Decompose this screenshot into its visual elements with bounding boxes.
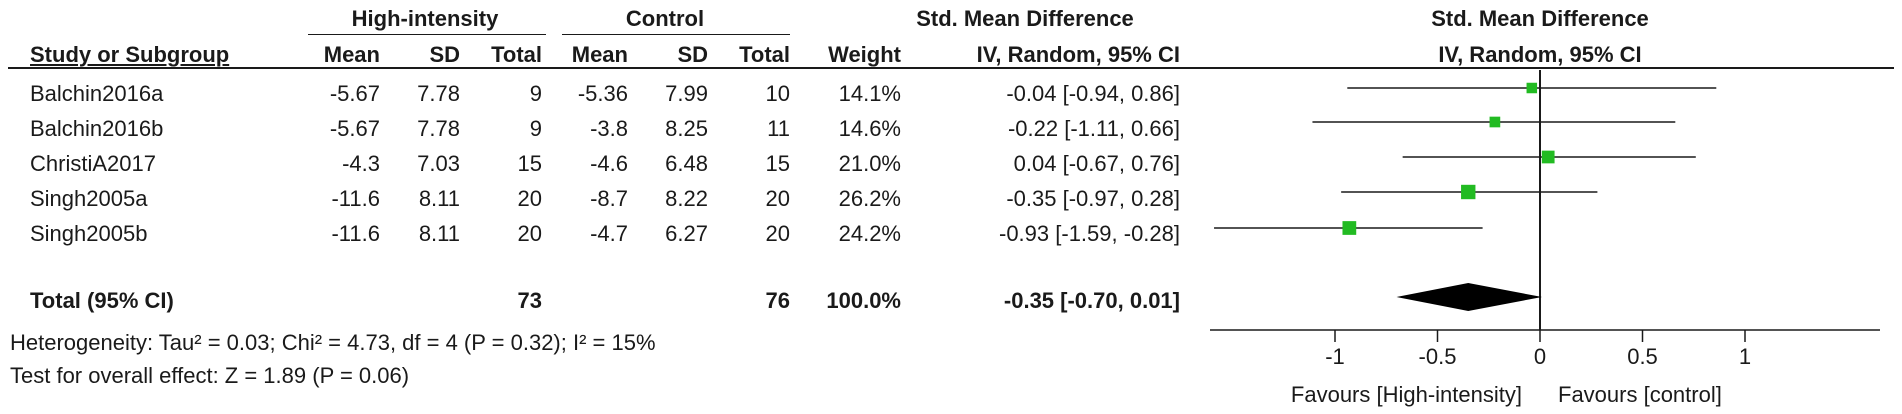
total2-cell: 20 [765, 186, 790, 211]
group1-underline [308, 34, 546, 35]
col-weight: Weight [828, 42, 901, 67]
study-name: Balchin2016a [30, 81, 164, 106]
study-name: Balchin2016b [30, 116, 164, 141]
weight-cell: 14.6% [838, 116, 901, 141]
sd1-cell: 8.11 [418, 221, 460, 246]
col-method: IV, Random, 95% CI [976, 42, 1180, 67]
total2-cell: 10 [765, 81, 790, 106]
col-sd2: SD [677, 42, 708, 67]
favours-left-label: Favours [High-intensity] [1291, 382, 1522, 407]
weight-cell: 26.2% [838, 186, 901, 211]
ci-cell: -0.22 [-1.11, 0.66] [1007, 116, 1180, 141]
favours-right-label: Favours [control] [1558, 382, 1722, 407]
x-tick-label: 0 [1534, 344, 1546, 369]
total1-cell: 20 [517, 221, 542, 246]
study-name: Singh2005b [30, 221, 148, 246]
x-tick-label: 0.5 [1627, 344, 1658, 369]
mean1-cell: -4.3 [342, 151, 380, 176]
total2-cell: 11 [767, 116, 790, 141]
study-marker [1541, 150, 1555, 164]
weight-cell: 24.2% [838, 221, 901, 246]
mean2-cell: -4.7 [590, 221, 628, 246]
ci-cell: -0.35 [-0.97, 0.28] [1006, 186, 1180, 211]
mean1-cell: -5.67 [329, 81, 380, 106]
study-marker [1526, 82, 1538, 94]
sd1-cell: 7.78 [417, 116, 460, 141]
total-ci: -0.35 [-0.70, 0.01] [1003, 288, 1180, 313]
x-tick-label: -0.5 [1419, 344, 1457, 369]
mean1-cell: -5.67 [329, 116, 380, 141]
plot-header: Std. Mean Difference [1431, 6, 1649, 31]
col-mean2: Mean [571, 42, 628, 67]
ci-cell: -0.04 [-0.94, 0.86] [1006, 81, 1180, 106]
header-rule [8, 67, 1894, 69]
weight-cell: 14.1% [838, 81, 901, 106]
total-label: Total (95% CI) [30, 288, 174, 313]
mean2-cell: -5.36 [577, 81, 628, 106]
col-mean1: Mean [323, 42, 380, 67]
mean1-cell: -11.6 [331, 221, 380, 246]
total-weight: 100.0% [826, 288, 901, 313]
sd2-cell: 8.25 [665, 116, 708, 141]
total1-cell: 20 [517, 186, 542, 211]
total2-cell: 20 [765, 221, 790, 246]
x-tick-label: 1 [1739, 344, 1751, 369]
plot-method: IV, Random, 95% CI [1438, 42, 1642, 67]
sd2-cell: 6.27 [665, 221, 708, 246]
sd2-cell: 8.22 [665, 186, 708, 211]
total1-cell: 9 [529, 116, 542, 141]
col-total2: Total [739, 42, 790, 67]
mean2-cell: -4.6 [590, 151, 628, 176]
x-tick-label: -1 [1325, 344, 1345, 369]
total1-cell: 15 [517, 151, 542, 176]
total1-cell: 9 [529, 81, 542, 106]
ci-cell: -0.93 [-1.59, -0.28] [999, 221, 1180, 246]
pooled-diamond [1396, 283, 1543, 311]
sd2-cell: 6.48 [665, 151, 708, 176]
ci-cell: 0.04 [-0.67, 0.76] [1013, 151, 1180, 176]
mean1-cell: -11.6 [331, 186, 380, 211]
sd1-cell: 8.11 [418, 186, 460, 211]
study-marker [1489, 116, 1501, 128]
total2-sum: 76 [765, 288, 790, 313]
study-name: ChristiA2017 [30, 151, 156, 176]
study-marker [1342, 221, 1357, 235]
weight-cell: 21.0% [838, 151, 901, 176]
study-name: Singh2005a [30, 186, 148, 211]
study-marker [1461, 184, 1476, 200]
total2-cell: 15 [765, 151, 790, 176]
group2-header: Control [625, 6, 705, 31]
group1-header: High-intensity [351, 6, 499, 31]
col-study: Study or Subgroup [30, 42, 230, 67]
sd1-cell: 7.78 [417, 81, 460, 106]
group2-underline [562, 34, 790, 35]
sd2-cell: 7.99 [665, 81, 708, 106]
col-total1: Total [491, 42, 542, 67]
mean2-cell: -8.7 [590, 186, 628, 211]
sd1-cell: 7.03 [417, 151, 460, 176]
col-sd1: SD [429, 42, 460, 67]
smd-header: Std. Mean Difference [916, 6, 1134, 31]
overall-effect-text: Test for overall effect: Z = 1.89 (P = 0… [10, 363, 410, 388]
mean2-cell: -3.8 [590, 116, 628, 141]
heterogeneity-text: Heterogeneity: Tau² = 0.03; Chi² = 4.73,… [10, 330, 656, 355]
total1-sum: 73 [517, 288, 542, 313]
